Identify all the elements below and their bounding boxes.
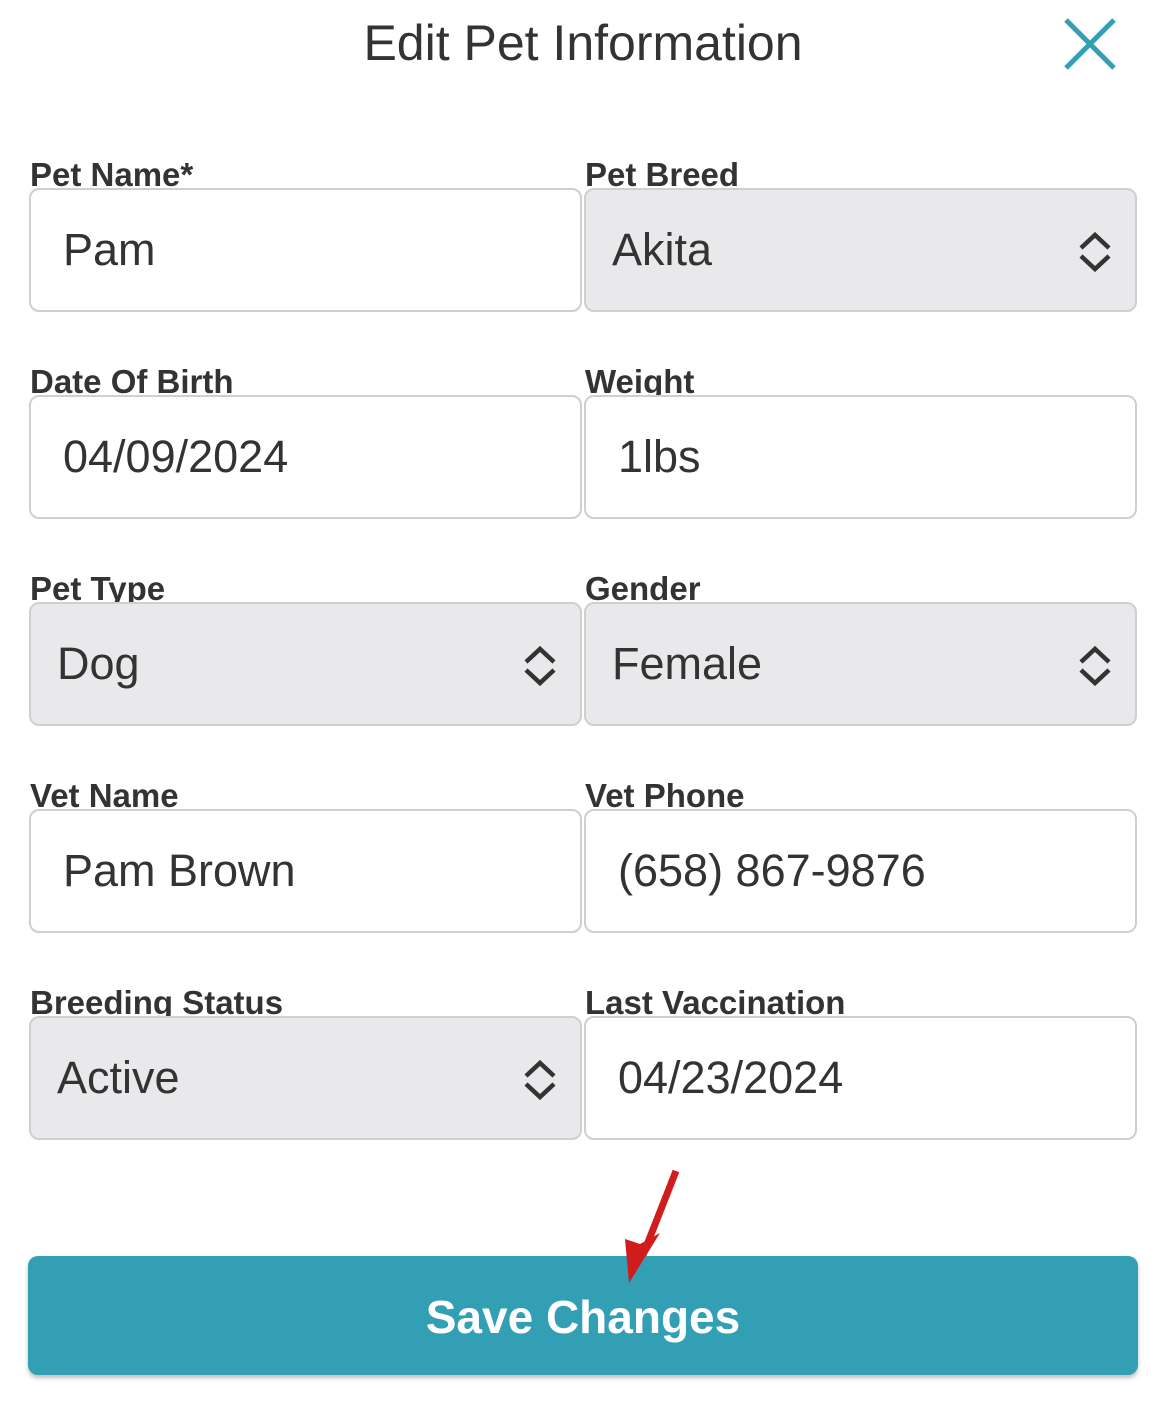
field-value: 04/23/2024: [618, 1052, 844, 1103]
pet-type-select[interactable]: Dog: [29, 602, 582, 726]
field-label: Weight: [585, 363, 695, 400]
field-label: Pet Breed: [585, 156, 740, 193]
vet-name-input[interactable]: Pam Brown: [29, 809, 582, 933]
gender-select[interactable]: Female: [584, 602, 1137, 726]
save-changes-button[interactable]: Save Changes: [28, 1256, 1138, 1375]
field-pet-name: Pet Name* Pam: [29, 156, 582, 312]
weight-input[interactable]: 1lbs: [584, 395, 1137, 519]
chevron-up-down-icon: [524, 645, 556, 687]
field-label: Pet Type: [30, 570, 166, 607]
field-date-of-birth: Date Of Birth 04/09/2024: [29, 363, 582, 519]
field-pet-breed: Pet Breed Akita: [584, 156, 1137, 312]
field-label: Vet Phone: [585, 777, 745, 814]
last-vaccination-input[interactable]: 04/23/2024: [584, 1016, 1137, 1140]
field-value: Pam Brown: [63, 845, 296, 896]
chevron-up-down-icon: [1079, 231, 1111, 273]
field-vet-name: Vet Name Pam Brown: [29, 777, 582, 933]
field-label: Pet Name*: [30, 156, 194, 193]
field-breeding-status: Breeding Status Active: [29, 984, 582, 1140]
field-value: (658) 867-9876: [618, 845, 926, 896]
field-value: 04/09/2024: [63, 431, 289, 482]
chevron-up-down-icon: [524, 1059, 556, 1101]
field-value: Dog: [57, 638, 140, 689]
field-vet-phone: Vet Phone (658) 867-9876: [584, 777, 1137, 933]
close-icon[interactable]: [1058, 14, 1122, 74]
field-label: Breeding Status: [30, 984, 284, 1021]
field-value: Pam: [63, 224, 156, 275]
field-value: Female: [612, 638, 763, 689]
page-title: Edit Pet Information: [363, 15, 803, 71]
breeding-status-select[interactable]: Active: [29, 1016, 582, 1140]
field-value: Active: [57, 1052, 180, 1103]
field-label: Last Vaccination: [585, 984, 846, 1021]
field-weight: Weight 1lbs: [584, 363, 1137, 519]
date-of-birth-input[interactable]: 04/09/2024: [29, 395, 582, 519]
vet-phone-input[interactable]: (658) 867-9876: [584, 809, 1137, 933]
field-label: Gender: [585, 570, 701, 607]
field-value: Akita: [612, 224, 713, 275]
field-last-vaccination: Last Vaccination 04/23/2024: [584, 984, 1137, 1140]
chevron-up-down-icon: [1079, 645, 1111, 687]
pet-breed-select[interactable]: Akita: [584, 188, 1137, 312]
field-label: Date Of Birth: [30, 363, 234, 400]
field-pet-type: Pet Type Dog: [29, 570, 582, 726]
field-label: Vet Name: [30, 777, 179, 814]
field-value: 1lbs: [618, 431, 701, 482]
field-gender: Gender Female: [584, 570, 1137, 726]
pet-name-input[interactable]: Pam: [29, 188, 582, 312]
